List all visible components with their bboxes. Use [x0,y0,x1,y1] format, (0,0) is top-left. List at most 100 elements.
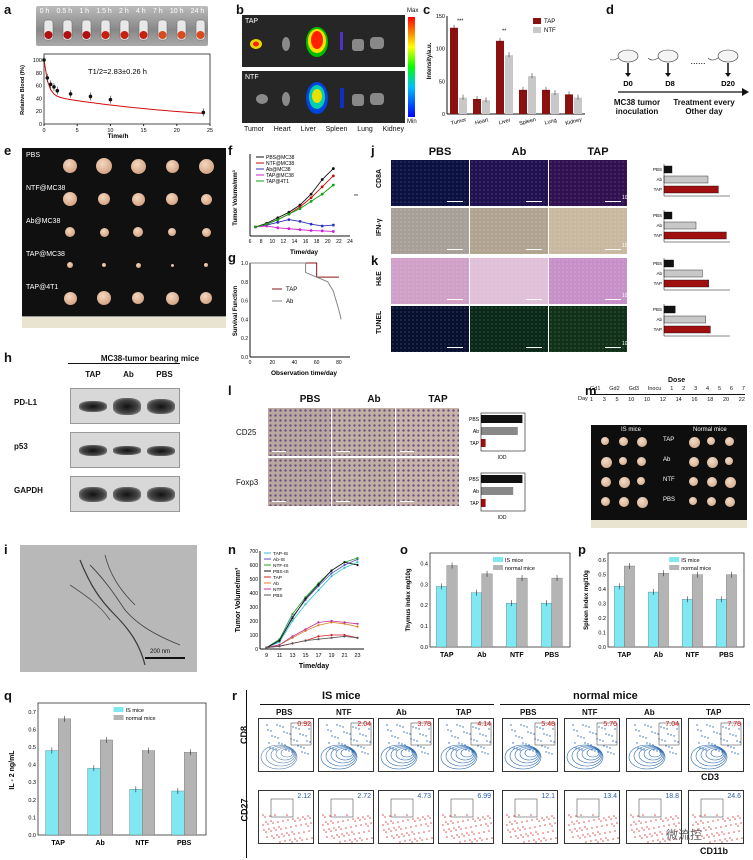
event-dot [555,837,557,839]
event-dot [722,726,724,728]
event-dot [732,734,734,736]
bar [551,93,559,114]
bar [663,231,727,240]
flow-group-rule [500,704,750,705]
bar-label: PBS [469,417,480,423]
arrow-head [665,73,671,77]
event-dot [429,817,431,819]
category-label: Spleen [519,117,537,127]
event-dot [345,749,347,751]
blot-row-label: p53 [14,442,28,451]
flow-x-axis-label: CD11b [700,846,729,856]
event-dot [457,737,459,739]
contour [440,744,478,770]
event-dot [468,750,470,752]
event-dot [390,730,392,732]
event-dot [603,817,605,819]
event-dot [546,816,548,818]
event-dot [465,827,467,829]
event-dot [329,815,331,817]
scale-bar [447,200,463,202]
event-dot [416,840,418,842]
data-point [330,633,333,637]
event-dot [539,825,541,827]
event-dot [454,814,456,816]
legend-label: PBS@MC38 [266,155,295,161]
event-dot [530,814,532,816]
event-dot [283,835,285,837]
organ-label: Tumor [244,126,264,133]
event-dot [712,726,714,728]
legend-label: TAP [544,19,555,25]
bar [663,185,719,194]
event-dot [453,827,455,829]
flow-col-label: TAP [456,708,472,717]
event-dot [302,816,304,818]
event-dot [722,818,724,820]
tick-label: 0.5 [28,745,36,751]
organ-label: Kidney [382,126,404,133]
axis-label: IOD [498,515,507,521]
flow-density [690,722,742,770]
tumor-sample [619,497,629,507]
event-dot [646,742,648,744]
western-title: MC38-tumor bearing mice [100,354,200,363]
tick-label: 80 [36,71,42,77]
event-dot [545,751,547,753]
event-dot [291,831,293,833]
event-dot [521,821,523,823]
flow-value: 2.04 [357,721,371,728]
mini-bar-chart: PBS Ab TAP [653,164,730,197]
event-dot [306,740,308,742]
event-dot [426,838,428,840]
event-dot [716,814,718,816]
event-dot [734,818,736,820]
event-dot [451,835,453,837]
micro-image [549,258,627,304]
event-dot [598,818,600,820]
data-point [278,639,281,642]
event-dot [666,728,668,730]
event-dot [360,746,362,748]
event-dot [402,820,404,822]
event-dot [513,747,515,749]
event-dot [369,817,371,819]
tumor-sample [689,477,698,486]
event-dot [710,828,712,830]
contour [576,746,602,764]
tick-label: 8 [260,239,263,245]
event-dot [645,737,647,739]
event-dot [427,753,429,755]
event-dot [663,727,665,729]
data-point [276,226,280,230]
event-dot [471,751,473,753]
legend-label: Ab-IS [273,557,285,563]
blood-vial-photo: 0 h 0.5 h 1 h 1.5 h 2 h 4 h 7 h 10 h 24 h [36,6,208,46]
event-dot [412,818,414,820]
event-dot [367,815,369,817]
event-dot [672,752,674,754]
event-dot [423,831,425,833]
bar-label: Ab [656,317,662,322]
bar [482,100,490,114]
event-dot [466,814,468,816]
scale-bar [605,248,621,250]
scale-bar [272,450,286,452]
bar-label: TAP [654,187,662,192]
event-dot [615,817,617,819]
event-dot [518,736,520,738]
schedule-d: D0 D8 ...... D20 [610,49,749,96]
event-dot [486,838,488,840]
tick-label: 0 [255,647,258,653]
event-dot [610,752,612,754]
event-dot [285,827,287,829]
event-dot [328,828,330,830]
event-dot [700,820,702,822]
event-dot [522,836,524,838]
legend-swatch [113,707,124,712]
bar [574,97,582,114]
panel-label-r: r [232,688,238,703]
event-dot [350,826,352,828]
event-dot [706,724,708,726]
event-dot [391,735,393,737]
